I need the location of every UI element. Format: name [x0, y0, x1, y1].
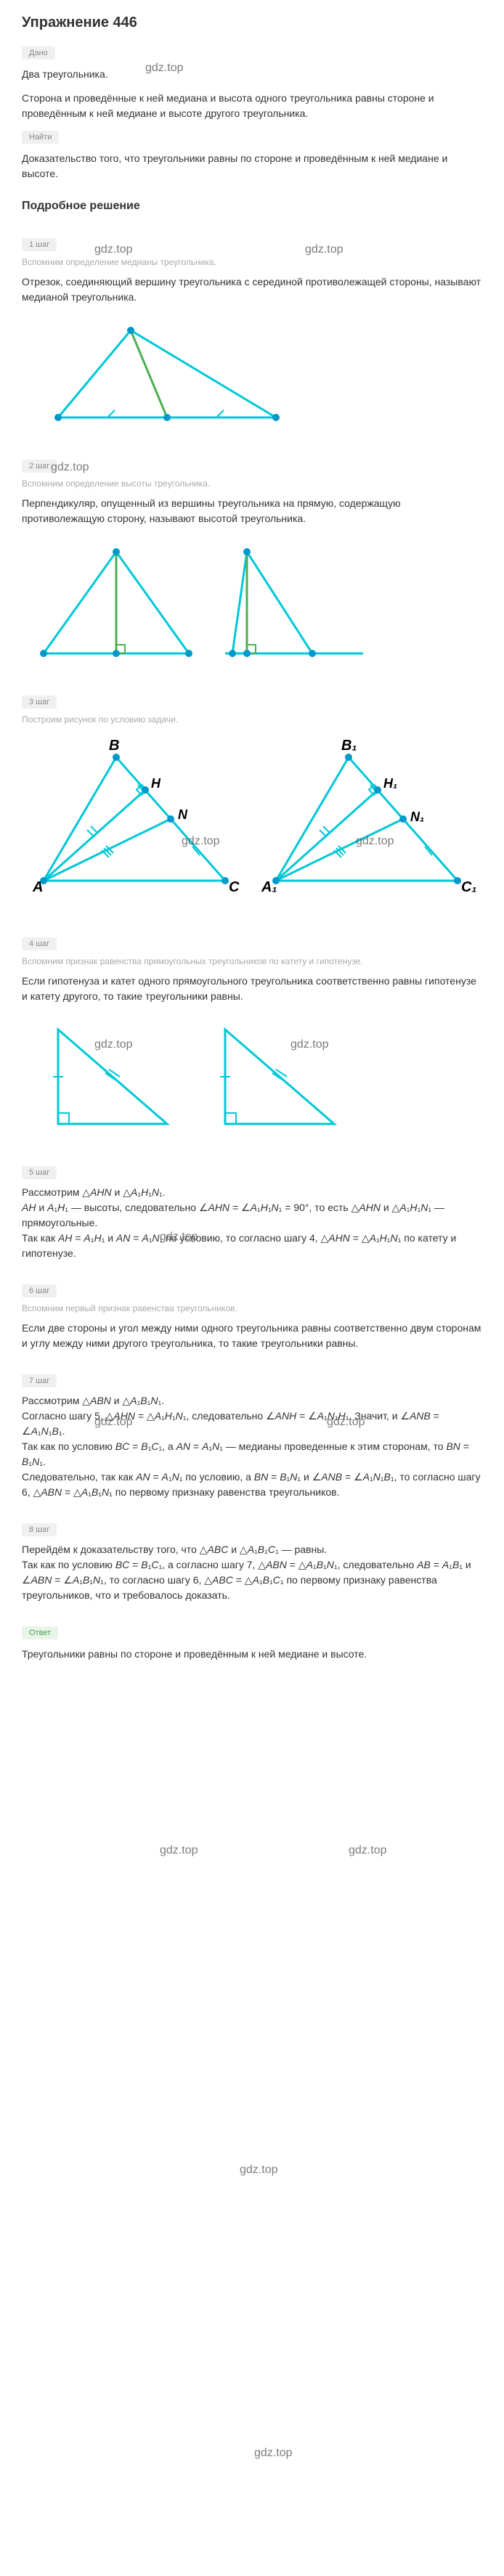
answer-tag: Ответ — [22, 1626, 58, 1639]
svg-text:N₁: N₁ — [410, 810, 424, 824]
svg-text:A₁: A₁ — [261, 879, 277, 895]
given-line-2: Сторона и проведённые к ней медиана и вы… — [22, 91, 482, 121]
step-text: Отрезок, соединяющий вершину треугольник… — [22, 274, 482, 305]
exercise-title: Упражнение 446 — [22, 15, 482, 31]
step-hint: Вспомним признак равенства прямоугольных… — [22, 956, 482, 966]
watermark: gdz.top — [240, 2164, 277, 2177]
watermark: gdz.top — [254, 2447, 292, 2460]
svg-text:A: A — [32, 879, 43, 895]
svg-text:H₁: H₁ — [383, 776, 397, 791]
given-line-1: Два треугольника. — [22, 67, 482, 82]
svg-text:C₁: C₁ — [461, 879, 476, 895]
step-tag: 7 шаг — [22, 1374, 57, 1387]
step-tag: 1 шаг — [22, 238, 57, 251]
step-hint: Вспомним определение высоты треугольника… — [22, 478, 482, 489]
step-text-html: Перейдём к доказательству того, что △ABC… — [22, 1542, 482, 1603]
step-tag: 8 шаг — [22, 1523, 57, 1536]
svg-text:B: B — [109, 738, 119, 754]
step-tag: 6 шаг — [22, 1284, 57, 1297]
find-text: Доказательство того, что треугольники ра… — [22, 151, 482, 182]
step-tag: 2 шаг — [22, 460, 57, 473]
svg-text:H: H — [151, 776, 161, 791]
step-hint: Вспомним первый признак равенства треуго… — [22, 1303, 482, 1313]
watermark: gdz.top — [305, 243, 343, 256]
step-tag: 3 шаг — [22, 696, 57, 709]
step-text-html: Рассмотрим △ABN и △A₁B₁N₁.Согласно шагу … — [22, 1393, 482, 1500]
step-hint: Вспомним определение медианы треугольник… — [22, 257, 482, 267]
find-tag: Найти — [22, 131, 59, 144]
watermark: gdz.top — [349, 1844, 386, 1857]
two-triangles-diagram: A B C H N A₁ B₁ C₁ H₁ N₁ — [22, 735, 482, 912]
watermark: gdz.top — [94, 243, 132, 256]
step-tag: 5 шаг — [22, 1166, 57, 1179]
svg-text:B₁: B₁ — [341, 738, 357, 754]
step-text: Перпендикуляр, опущенный из вершины треу… — [22, 496, 482, 526]
answer-text: Треугольники равны по стороне и проведён… — [22, 1647, 482, 1662]
median-diagram — [22, 316, 482, 434]
watermark: gdz.top — [160, 1844, 198, 1857]
step-text-html: Рассмотрим △AHN и △A₁H₁N₁.AH и A₁H₁ — вы… — [22, 1185, 482, 1261]
svg-text:C: C — [229, 879, 240, 895]
altitude-diagram — [22, 537, 482, 670]
step-tag: 4 шаг — [22, 937, 57, 950]
given-tag: Дано — [22, 46, 55, 60]
step-text: Если две стороны и угол между ними одног… — [22, 1321, 482, 1351]
solution-title: Подробное решение — [22, 200, 482, 213]
svg-text:N: N — [178, 807, 188, 822]
step-text: Если гипотенуза и катет одного прямоугол… — [22, 974, 482, 1004]
step-hint: Построим рисунок по условию задачи. — [22, 714, 482, 725]
right-triangles-diagram — [22, 1015, 482, 1141]
